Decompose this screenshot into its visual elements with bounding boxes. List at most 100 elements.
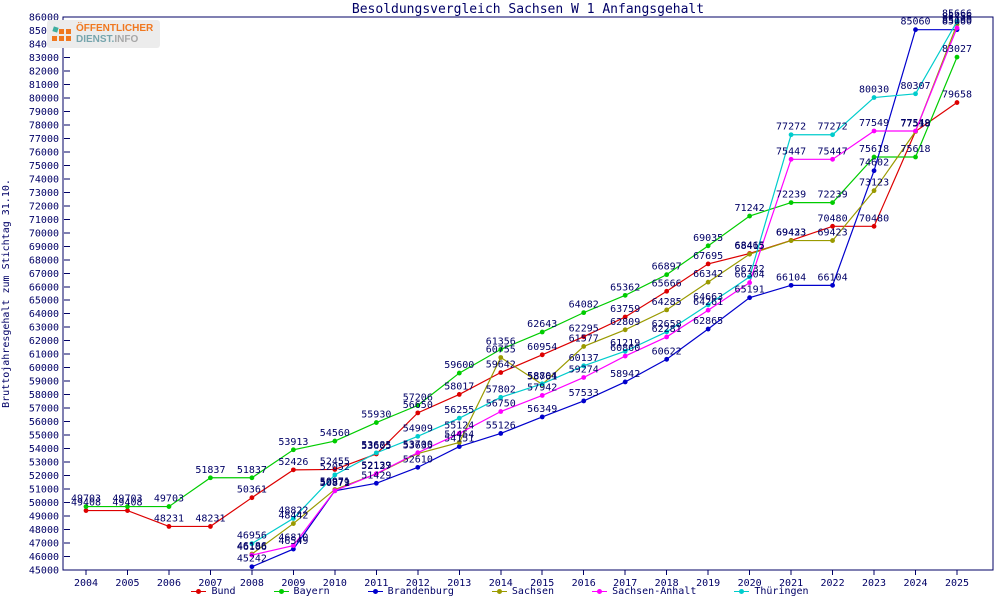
data-point-Bayern — [332, 438, 338, 444]
data-point-Brandenburg — [249, 564, 255, 570]
data-point-Thüringen — [581, 363, 587, 369]
data-point-Brandenburg — [539, 414, 545, 420]
y-tick-label: 84000 — [29, 39, 59, 50]
logo-line2-dienst: DIENST. — [76, 34, 115, 45]
data-point-Bayern — [415, 402, 421, 408]
y-tick-label: 59000 — [29, 377, 59, 388]
data-point-label-Sachsen-Anhalt: 60860 — [610, 343, 640, 354]
data-point-label-Sachsen: 46186 — [237, 541, 267, 552]
data-point-Sachsen-Anhalt — [871, 128, 877, 134]
data-point-label-Bayern: 66897 — [652, 262, 682, 273]
x-tick-label: 2024 — [903, 578, 927, 589]
data-point-label-Bayern: 65362 — [610, 282, 640, 293]
data-point-Bayern — [290, 447, 296, 453]
logo-line2-info: INFO — [114, 34, 139, 45]
data-point-Bund — [871, 223, 877, 229]
data-point-label-Bayern: 72239 — [818, 190, 848, 201]
data-point-Sachsen-Anhalt — [539, 393, 545, 398]
data-point-Thüringen — [332, 472, 338, 478]
data-point-Bund — [581, 334, 587, 340]
y-tick-label: 76000 — [29, 147, 59, 158]
data-point-label-Thüringen: 77272 — [776, 122, 806, 133]
data-point-label-Bund: 58017 — [444, 381, 474, 392]
data-point-label-Bund: 48231 — [195, 513, 225, 524]
chart-legend: Bund Bayern Brandenburg Sachsen Sachsen-Anha… — [0, 586, 1000, 597]
data-point-label-Brandenburg: 52610 — [403, 454, 433, 465]
data-point-Bund — [166, 524, 172, 529]
data-point-Brandenburg — [788, 282, 794, 288]
data-point-Sachsen — [747, 251, 753, 257]
data-point-Sachsen — [498, 355, 504, 360]
y-tick-label: 50000 — [29, 498, 59, 509]
data-point-label-Brandenburg: 50871 — [320, 478, 350, 489]
data-point-label-Bund: 49408 — [112, 498, 142, 509]
y-tick-label: 56000 — [29, 417, 59, 428]
y-tick-label: 47000 — [29, 539, 59, 550]
data-point-label-Bayern: 49703 — [112, 494, 142, 505]
y-tick-label: 65000 — [29, 296, 59, 307]
data-point-label-Brandenburg: 45242 — [237, 554, 267, 565]
data-point-label-Bund: 70480 — [818, 213, 848, 224]
data-point-Sachsen — [788, 238, 794, 243]
data-point-Thüringen — [290, 516, 296, 521]
data-point-Sachsen-Anhalt — [290, 543, 296, 548]
data-point-Bund — [208, 524, 213, 529]
data-point-label-Sachsen-Anhalt: 59274 — [569, 364, 599, 375]
data-point-label-Brandenburg: 58942 — [610, 369, 640, 380]
data-point-Thüringen — [498, 394, 504, 400]
data-point-Bund — [954, 100, 960, 105]
data-point-Brandenburg — [415, 464, 421, 470]
legend-label: Bund — [211, 586, 236, 597]
y-tick-label: 62000 — [29, 336, 59, 347]
data-point-Thüringen — [747, 274, 753, 280]
data-point-Bayern — [622, 292, 628, 298]
data-point-Bayern — [788, 200, 794, 206]
y-tick-label: 52000 — [29, 471, 59, 482]
data-point-Bund — [332, 467, 338, 472]
data-point-label-Bayern: 49703 — [154, 494, 184, 505]
data-point-label-Bayern: 59600 — [444, 360, 474, 371]
y-tick-label: 83000 — [29, 53, 59, 64]
x-tick-label: 2018 — [655, 578, 679, 589]
data-point-Thüringen — [539, 381, 545, 387]
data-point-Thüringen — [373, 450, 379, 456]
data-point-Sachsen-Anhalt — [954, 25, 960, 31]
data-point-Thüringen — [456, 415, 462, 421]
data-point-Bund — [539, 352, 545, 358]
data-point-Brandenburg — [498, 431, 504, 436]
y-tick-label: 72000 — [29, 201, 59, 212]
data-point-label-Bayern: 61356 — [486, 336, 516, 347]
legend-marker-icon — [592, 588, 608, 595]
data-point-Bayern — [539, 329, 545, 335]
data-point-Bayern — [498, 346, 504, 352]
data-point-Bayern — [83, 504, 89, 509]
data-point-Bayern — [581, 310, 587, 316]
data-point-label-Sachsen: 52127 — [361, 461, 391, 472]
data-point-label-Brandenburg: 85060 — [942, 17, 972, 28]
data-point-label-Thüringen: 64663 — [693, 292, 723, 303]
y-tick-label: 79000 — [29, 107, 59, 118]
data-point-Sachsen — [622, 327, 628, 333]
data-point-label-Bayern: 62643 — [527, 319, 557, 330]
series-line-Brandenburg — [251, 29, 957, 568]
data-point-label-Sachsen: 77518 — [900, 118, 930, 129]
legend-marker-icon — [367, 588, 383, 595]
x-tick-label: 2005 — [115, 578, 139, 589]
data-point-Bayern — [125, 504, 130, 509]
data-point-Bayern — [249, 475, 255, 481]
y-tick-label: 68000 — [29, 255, 59, 266]
x-tick-label: 2008 — [240, 578, 264, 589]
data-point-Bund — [498, 370, 504, 375]
data-point-Bund — [830, 223, 835, 229]
data-point-label-Sachsen: 68415 — [735, 241, 765, 252]
data-point-label-Bayern: 53913 — [278, 437, 308, 448]
data-point-label-Bund: 56650 — [403, 400, 433, 411]
data-point-label-Bayern: 51837 — [195, 465, 225, 476]
legend-item-Bayern: Bayern — [273, 586, 330, 597]
data-point-label-Bund: 63759 — [610, 304, 640, 315]
y-axis-label: Bruttojahresgehalt zum Stichtag 31.10. — [1, 179, 12, 408]
data-point-label-Bund: 67695 — [693, 251, 723, 262]
data-point-label-Brandenburg: 85060 — [900, 17, 930, 28]
data-point-label-Thüringen: 53685 — [361, 440, 391, 451]
data-point-label-Thüringen: 61219 — [610, 338, 640, 349]
